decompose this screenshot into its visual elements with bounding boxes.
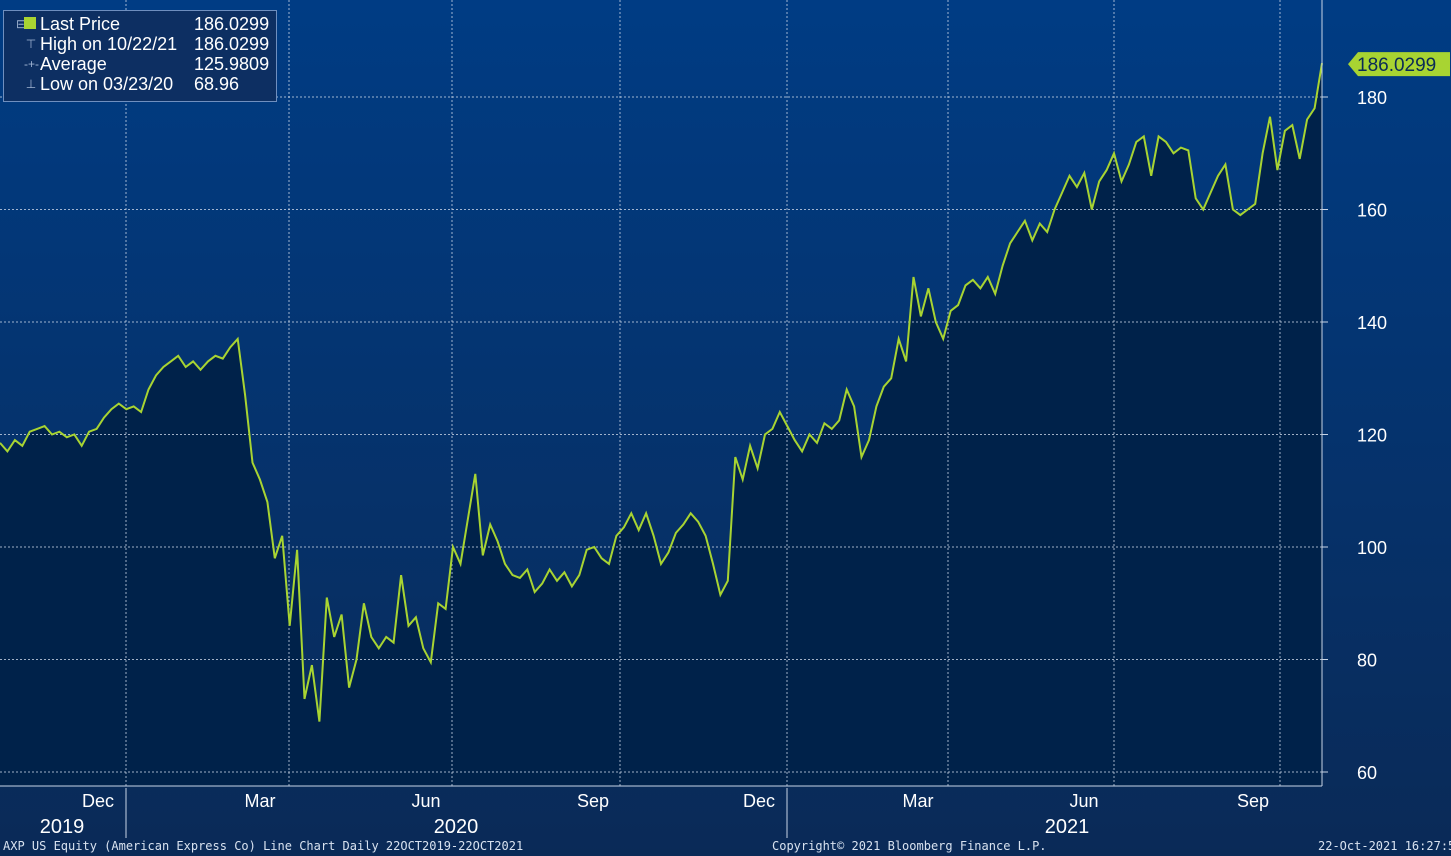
x-year-label: 2020 bbox=[434, 816, 479, 838]
low-marker-icon: ⊥ bbox=[25, 77, 37, 91]
x-month-label: Dec bbox=[743, 791, 775, 811]
x-month-label: Sep bbox=[577, 791, 609, 811]
legend-low-label: Low on 03/23/20 bbox=[40, 74, 174, 94]
legend-low-value: 68.96 bbox=[194, 74, 240, 94]
legend-last-price-value: 186.0299 bbox=[194, 14, 270, 34]
legend-high-label: High on 10/22/21 bbox=[40, 34, 178, 54]
collapse-icon[interactable]: ⊟ bbox=[15, 17, 27, 31]
legend-box: ⊟ Last Price 186.0299 ⊤ High on 10/22/21… bbox=[3, 10, 277, 102]
footer-timestamp: 22-Oct-2021 16:27:53 bbox=[1318, 839, 1451, 853]
legend-average-value: 125.9809 bbox=[194, 54, 270, 74]
high-marker-icon: ⊤ bbox=[25, 37, 37, 51]
axis-layer: 60 80 100 120 140 160 180 Dec Mar Jun Sep Dec Mar Jun… bbox=[0, 0, 1450, 838]
legend-last-price-label: Last Price bbox=[40, 14, 121, 34]
price-line bbox=[0, 62, 1323, 722]
last-value-label: 186.0299 bbox=[1357, 55, 1436, 76]
footer-chart-description: AXP US Equity (American Express Co) Line… bbox=[3, 839, 524, 853]
x-year-label: 2019 bbox=[40, 816, 85, 838]
x-month-label: Mar bbox=[903, 791, 934, 811]
line-layer bbox=[0, 62, 1323, 722]
last-value-tag bbox=[1348, 52, 1450, 77]
legend-average-label: Average bbox=[40, 54, 107, 74]
average-marker-icon: -+- bbox=[24, 57, 39, 71]
y-tick-label: 60 bbox=[1357, 763, 1377, 783]
x-month-label: Jun bbox=[411, 791, 440, 811]
y-tick-label: 180 bbox=[1357, 88, 1387, 108]
x-month-label: Sep bbox=[1237, 791, 1269, 811]
y-tick-label: 100 bbox=[1357, 538, 1387, 558]
price-area bbox=[0, 63, 1322, 787]
area-layer bbox=[0, 63, 1322, 787]
x-month-label: Mar bbox=[245, 791, 276, 811]
y-tick-label: 140 bbox=[1357, 313, 1387, 333]
legend-high-value: 186.0299 bbox=[194, 34, 270, 54]
series-swatch-icon bbox=[24, 17, 36, 29]
x-month-label: Dec bbox=[82, 791, 114, 811]
x-month-label: Jun bbox=[1069, 791, 1098, 811]
x-year-label: 2021 bbox=[1045, 816, 1090, 838]
y-tick-label: 160 bbox=[1357, 201, 1387, 221]
grid-layer bbox=[0, 0, 1322, 786]
footer-copyright: Copyright© 2021 Bloomberg Finance L.P. bbox=[772, 839, 1047, 853]
y-tick-label: 120 bbox=[1357, 426, 1387, 446]
y-tick-label: 80 bbox=[1357, 651, 1377, 671]
